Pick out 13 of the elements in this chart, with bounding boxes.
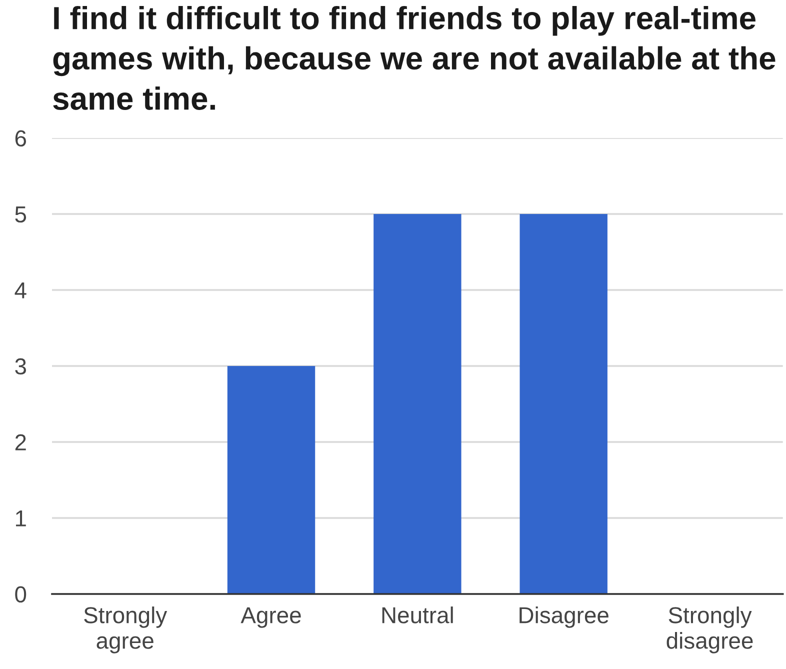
x-tick-label: Strongly disagree bbox=[666, 606, 753, 654]
y-tick-label: 1 bbox=[16, 510, 26, 526]
y-tick-label: 0 bbox=[15, 586, 26, 603]
y-tick-label: 5 bbox=[15, 206, 26, 223]
y-tick-label: 3 bbox=[15, 358, 26, 375]
y-tick-label: 4 bbox=[14, 282, 26, 298]
x-tick-label: Disagree bbox=[520, 606, 608, 628]
x-tick-label: Strongly agree bbox=[84, 606, 168, 654]
chart-title: I find it difficult to find friends to play real-time games with, because we are not available at the same time. bbox=[53, 6, 776, 110]
x-tick-label: Agree bbox=[240, 607, 301, 628]
y-tick-label: 2 bbox=[15, 434, 26, 450]
y-tick-label: 6 bbox=[15, 130, 26, 147]
x-tick-label: Neutral bbox=[382, 606, 453, 624]
